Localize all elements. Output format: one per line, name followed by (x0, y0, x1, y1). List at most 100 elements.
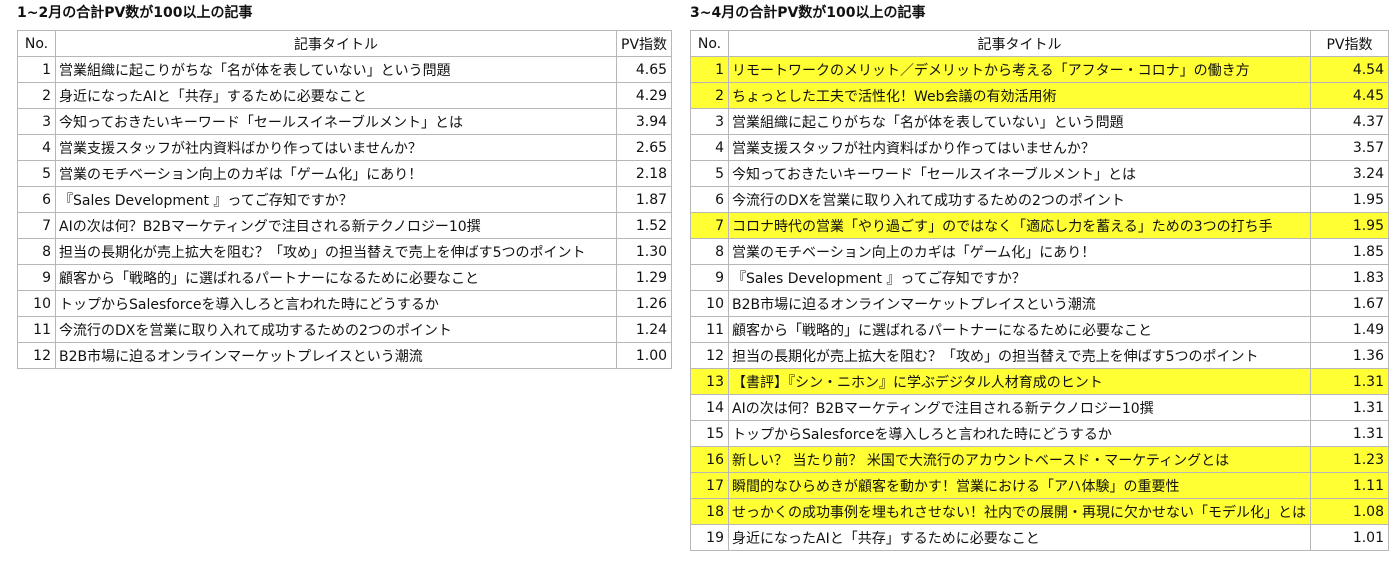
article-title: トップからSalesforceを導入しろと言われた時にどうするか (728, 420, 1311, 447)
pv-index: 1.23 (1310, 446, 1389, 473)
pv-index: 4.65 (615, 56, 673, 83)
row-number: 11 (17, 316, 56, 343)
pv-index: 1.85 (1310, 238, 1389, 265)
row-number: 7 (17, 212, 56, 239)
table-row: 19 身近になったAIと「共存」するために必要なこと 1.01 (690, 524, 1389, 551)
pv-index: 1.31 (1310, 368, 1389, 395)
pv-index: 1.95 (1310, 186, 1389, 213)
row-number: 14 (690, 394, 729, 421)
table-row: 2 ちょっとした工夫で活性化！Web会議の有効活用術 4.45 (690, 82, 1389, 109)
pv-index: 4.45 (1310, 82, 1389, 109)
article-title: 身近になったAIと「共存」するために必要なこと (55, 82, 617, 109)
row-number: 6 (690, 186, 729, 213)
pv-index: 1.26 (615, 290, 673, 317)
row-number: 2 (690, 82, 729, 109)
pv-index: 1.30 (615, 238, 673, 265)
table-row: 11 顧客から「戦略的」に選ばれるパートナーになるために必要なこと 1.49 (690, 316, 1389, 343)
table-row: 10 B2B市場に迫るオンラインマーケットプレイスという潮流 1.67 (690, 290, 1389, 317)
pv-index: 3.57 (1310, 134, 1389, 161)
pv-index: 3.24 (1310, 160, 1389, 187)
article-title: B2B市場に迫るオンラインマーケットプレイスという潮流 (728, 290, 1311, 317)
article-title: コロナ時代の営業「やり過ごす」のではなく「適応し力を蓄える」ための3つの打ち手 (728, 212, 1311, 239)
row-number: 16 (690, 446, 729, 473)
row-number: 1 (17, 56, 56, 83)
row-number: 4 (17, 134, 56, 161)
table-row: 17 瞬間的なひらめきが顧客を動かす！営業における「アハ体験」の重要性 1.11 (690, 472, 1389, 499)
article-title: 今知っておきたいキーワード「セールスイネーブルメント」とは (728, 160, 1311, 187)
table-row: 3 今知っておきたいキーワード「セールスイネーブルメント」とは 3.94 (17, 108, 673, 135)
table-row: 7 コロナ時代の営業「やり過ごす」のではなく「適応し力を蓄える」ための3つの打ち手… (690, 212, 1389, 239)
right-section: 3~4月の合計PV数が100以上の記事 No. 記事タイトル PV指数 1 リモー… (690, 4, 1389, 551)
pv-index: 1.24 (615, 316, 673, 343)
header-pv: PV指数 (615, 30, 673, 57)
pv-index: 4.37 (1310, 108, 1389, 135)
row-number: 7 (690, 212, 729, 239)
article-title: 営業のモチベーション向上のカギは「ゲーム化」にあり！ (728, 238, 1311, 265)
pv-index: 1.83 (1310, 264, 1389, 291)
row-number: 12 (17, 342, 56, 369)
row-number: 8 (690, 238, 729, 265)
article-title: ちょっとした工夫で活性化！Web会議の有効活用術 (728, 82, 1311, 109)
article-title: 『Sales Development 』ってご存知ですか？ (55, 186, 617, 213)
article-title: 顧客から「戦略的」に選ばれるパートナーになるために必要なこと (728, 316, 1311, 343)
table-row: 12 担当の長期化が売上拡大を阻む？「攻め」の担当替えで売上を伸ばす5つのポイント… (690, 342, 1389, 369)
pv-index: 2.18 (615, 160, 673, 187)
row-number: 18 (690, 498, 729, 525)
row-number: 4 (690, 134, 729, 161)
pv-index: 4.54 (1310, 56, 1389, 83)
header-row: No. 記事タイトル PV指数 (17, 30, 673, 57)
left-table-heading: 1~2月の合計PV数が100以上の記事 (17, 5, 253, 21)
table-row: 1 営業組織に起こりがちな「名が体を表していない」という問題 4.65 (17, 56, 673, 83)
article-title: せっかくの成功事例を埋もれさせない！社内での展開・再現に欠かせない「モデル化」と… (728, 498, 1311, 525)
row-number: 5 (17, 160, 56, 187)
table-row: 9 顧客から「戦略的」に選ばれるパートナーになるために必要なこと 1.29 (17, 264, 673, 291)
article-title: 新しい？ 当たり前？ 米国で大流行のアカウントベースド・マーケティングとは (728, 446, 1311, 473)
table-row: 8 営業のモチベーション向上のカギは「ゲーム化」にあり！ 1.85 (690, 238, 1389, 265)
row-number: 11 (690, 316, 729, 343)
article-title: 『Sales Development 』ってご存知ですか？ (728, 264, 1311, 291)
right-pv-table: No. 記事タイトル PV指数 1 リモートワークのメリット／デメリットから考える… (690, 30, 1389, 551)
pv-index: 4.29 (615, 82, 673, 109)
article-title: 今知っておきたいキーワード「セールスイネーブルメント」とは (55, 108, 617, 135)
article-title: AIの次は何？B2Bマーケティングで注目される新テクノロジー10撰 (55, 212, 617, 239)
row-number: 13 (690, 368, 729, 395)
pv-index: 1.31 (1310, 420, 1389, 447)
article-title: 【書評】『シン・ニホン』に学ぶデジタル人材育成のヒント (728, 368, 1311, 395)
table-row: 3 営業組織に起こりがちな「名が体を表していない」という問題 4.37 (690, 108, 1389, 135)
table-row: 2 身近になったAIと「共存」するために必要なこと 4.29 (17, 82, 673, 109)
row-number: 19 (690, 524, 729, 551)
table-row: 18 せっかくの成功事例を埋もれさせない！社内での展開・再現に欠かせない「モデル化… (690, 498, 1389, 525)
table-row: 11 今流行のDXを営業に取り入れて成功するための2つのポイント 1.24 (17, 316, 673, 343)
right-table-heading: 3~4月の合計PV数が100以上の記事 (690, 5, 926, 21)
header-pv: PV指数 (1310, 30, 1389, 57)
pv-index: 1.36 (1310, 342, 1389, 369)
pv-index: 1.31 (1310, 394, 1389, 421)
article-title: 営業組織に起こりがちな「名が体を表していない」という問題 (55, 56, 617, 83)
pv-index: 1.52 (615, 212, 673, 239)
table-row: 6 『Sales Development 』ってご存知ですか？ 1.87 (17, 186, 673, 213)
row-number: 1 (690, 56, 729, 83)
article-title: 身近になったAIと「共存」するために必要なこと (728, 524, 1311, 551)
table-row: 15 トップからSalesforceを導入しろと言われた時にどうするか 1.31 (690, 420, 1389, 447)
pv-index: 1.08 (1310, 498, 1389, 525)
table-row: 14 AIの次は何？B2Bマーケティングで注目される新テクノロジー10撰 1.31 (690, 394, 1389, 421)
table-row: 16 新しい？ 当たり前？ 米国で大流行のアカウントベースド・マーケティングとは 1… (690, 446, 1389, 473)
pv-index: 1.00 (615, 342, 673, 369)
table-row: 8 担当の長期化が売上拡大を阻む？「攻め」の担当替えで売上を伸ばす5つのポイント 1… (17, 238, 673, 265)
header-title: 記事タイトル (728, 30, 1311, 57)
pv-index: 1.11 (1310, 472, 1389, 499)
row-number: 8 (17, 238, 56, 265)
pv-index: 3.94 (615, 108, 673, 135)
article-title: 今流行のDXを営業に取り入れて成功するための2つのポイント (55, 316, 617, 343)
header-no: No. (690, 30, 729, 57)
row-number: 9 (17, 264, 56, 291)
row-number: 17 (690, 472, 729, 499)
table-row: 13 【書評】『シン・ニホン』に学ぶデジタル人材育成のヒント 1.31 (690, 368, 1389, 395)
pv-index: 2.65 (615, 134, 673, 161)
row-number: 2 (17, 82, 56, 109)
row-number: 10 (690, 290, 729, 317)
left-section: 1~2月の合計PV数が100以上の記事 No. 記事タイトル PV指数 1 営業組… (17, 4, 673, 369)
table-row: 5 営業のモチベーション向上のカギは「ゲーム化」にあり！ 2.18 (17, 160, 673, 187)
pv-index: 1.67 (1310, 290, 1389, 317)
row-number: 15 (690, 420, 729, 447)
